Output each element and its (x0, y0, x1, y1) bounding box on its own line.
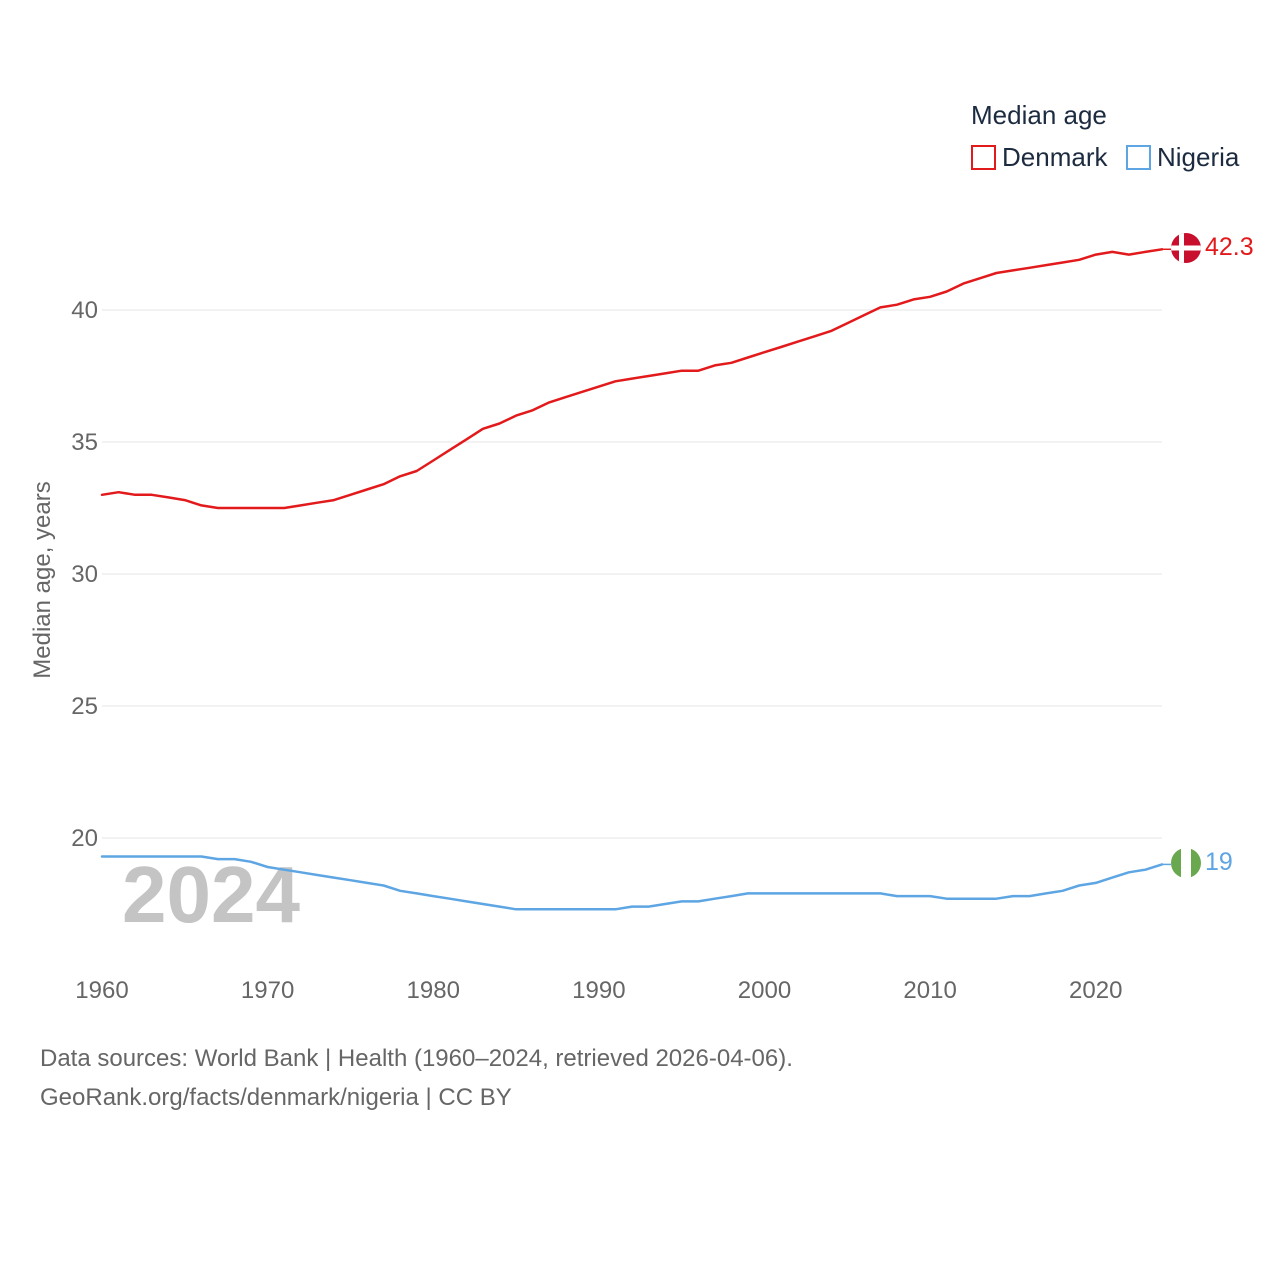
y-axis-title: Median age, years (29, 481, 56, 678)
legend-swatch-nigeria (1126, 145, 1151, 170)
series-line-denmark[interactable] (100, 248, 1164, 510)
legend-label-denmark: Denmark (1002, 142, 1108, 172)
y-tick-label-40: 40 (71, 297, 98, 324)
y-tick-label-30: 30 (71, 561, 98, 588)
source-line-1: Data sources: World Bank | Health (1960–… (40, 1045, 793, 1072)
end-label-nigeria: 19 (1205, 848, 1233, 876)
denmark-flag-icon (1171, 233, 1201, 263)
legend-swatch-denmark (971, 145, 996, 170)
x-tick-label-1960: 1960 (75, 977, 128, 1004)
y-tick-label-25: 25 (71, 693, 98, 720)
x-tick-label-1970: 1970 (241, 977, 294, 1004)
x-axis-ticks: 1960 1970 1980 1990 2000 2010 2020 (75, 977, 1122, 1004)
series-line-nigeria[interactable] (100, 855, 1164, 911)
nigeria-flag-icon (1171, 848, 1201, 878)
x-tick-label-2020: 2020 (1069, 977, 1122, 1004)
legend-item-denmark[interactable]: Denmark (971, 142, 1108, 172)
gridlines (102, 309, 1162, 839)
legend-label-nigeria: Nigeria (1157, 142, 1240, 172)
year-watermark: 2024 (122, 850, 300, 939)
x-tick-label-2000: 2000 (738, 977, 791, 1004)
y-axis-ticks: 20 25 30 35 40 (71, 297, 98, 852)
legend-title: Median age (971, 100, 1107, 130)
series-lines (100, 248, 1171, 911)
end-label-denmark: 42.3 (1205, 233, 1254, 261)
legend[interactable]: Median age Denmark Nigeria (971, 100, 1240, 172)
source-line-2: GeoRank.org/facts/denmark/nigeria | CC B… (40, 1084, 512, 1111)
y-tick-label-20: 20 (71, 825, 98, 852)
x-tick-label-1980: 1980 (407, 977, 460, 1004)
legend-item-nigeria[interactable]: Nigeria (1126, 142, 1240, 172)
x-tick-label-1990: 1990 (572, 977, 625, 1004)
y-tick-label-35: 35 (71, 429, 98, 456)
x-tick-label-2010: 2010 (903, 977, 956, 1004)
